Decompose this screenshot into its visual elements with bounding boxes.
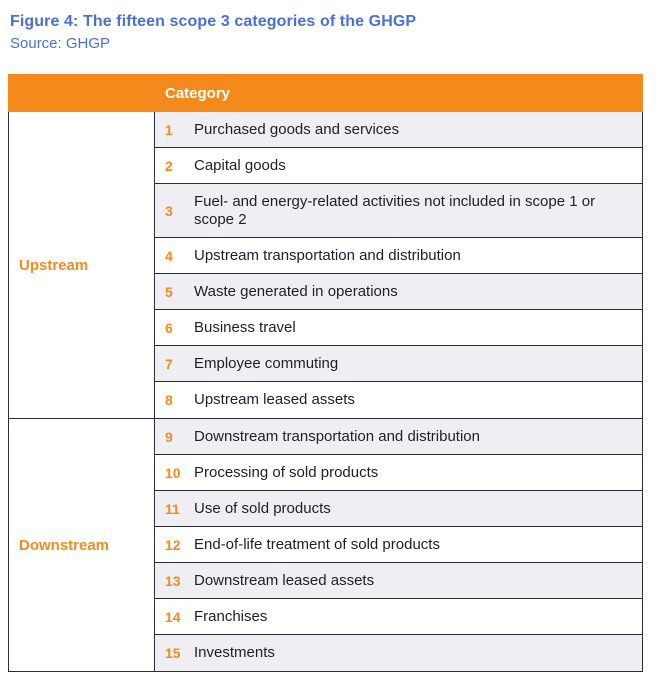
row-number: 1 [165, 121, 173, 138]
table-row: 14 Franchises [155, 599, 643, 635]
row-number: 11 [165, 500, 180, 517]
row-number: 3 [165, 202, 173, 219]
row-text: Processing of sold products [194, 463, 379, 481]
table-row: 12 End-of-life treatment of sold products [155, 527, 643, 563]
row-text: Investments [194, 644, 275, 661]
row-number: 2 [165, 157, 173, 174]
header-category-label: Category [165, 84, 231, 102]
group-rows: 1 Purchased goods and services 2 Capital g… [155, 112, 643, 418]
table-header: Category [8, 74, 643, 112]
row-number: 10 [165, 464, 181, 481]
table-row: 2 Capital goods [155, 148, 643, 184]
figure-source: Source: GHGP [10, 35, 111, 52]
row-text: Downstream leased assets [194, 571, 375, 589]
group-label: Upstream [9, 112, 155, 418]
header-spacer [8, 74, 155, 112]
table-row: 10 Processing of sold products [155, 455, 643, 491]
row-text: Franchises [194, 607, 268, 625]
table-row: 11 Use of sold products [155, 491, 643, 527]
row-number: 5 [165, 283, 173, 300]
row-number: 6 [165, 319, 173, 336]
row-text: End-of-life treatment of sold products [194, 535, 440, 553]
row-text: Business travel [194, 318, 296, 336]
row-text: Waste generated in operations [194, 282, 398, 300]
table-row: 3 Fuel- and energy-related activities not… [155, 184, 643, 238]
row-text: Purchased goods and services [194, 120, 400, 138]
group-label: Downstream [9, 419, 155, 671]
row-text: Upstream leased assets [194, 391, 355, 408]
row-text: Downstream transportation and distributi… [194, 427, 480, 445]
table-row: 7 Employee commuting [155, 346, 643, 382]
row-number: 12 [165, 536, 181, 553]
row-number: 14 [165, 608, 181, 625]
table-row: 6 Business travel [155, 310, 643, 346]
row-text: Employee commuting [194, 354, 339, 372]
table-row: 9 Downstream transportation and distribut… [155, 419, 643, 455]
scope3-table: Category Upstream 1 Purchased goods and s… [8, 74, 643, 672]
row-number: 15 [165, 645, 181, 661]
group-rows: 9 Downstream transportation and distribut… [155, 419, 643, 671]
row-number: 4 [165, 247, 173, 264]
row-number: 8 [165, 392, 173, 408]
table-row: 4 Upstream transportation and distributio… [155, 238, 643, 274]
table-row: 5 Waste generated in operations [155, 274, 643, 310]
row-text: Fuel- and energy-related activities not … [194, 192, 596, 228]
row-number: 13 [165, 572, 181, 589]
figure-title: Figure 4: The fifteen scope 3 categories… [10, 13, 417, 30]
row-text: Upstream transportation and distribution [194, 246, 461, 264]
table-row: 1 Purchased goods and services [155, 112, 643, 148]
group-downstream: Downstream 9 Downstream transportation an… [8, 419, 643, 672]
row-number: 7 [165, 355, 173, 372]
row-text: Capital goods [194, 156, 286, 174]
table-row: 15 Investments [155, 635, 643, 671]
row-number: 9 [165, 428, 173, 445]
group-upstream: Upstream 1 Purchased goods and services 2… [8, 112, 643, 419]
row-text: Use of sold products [194, 499, 331, 517]
table-row: 8 Upstream leased assets [155, 382, 643, 418]
table-row: 13 Downstream leased assets [155, 563, 643, 599]
